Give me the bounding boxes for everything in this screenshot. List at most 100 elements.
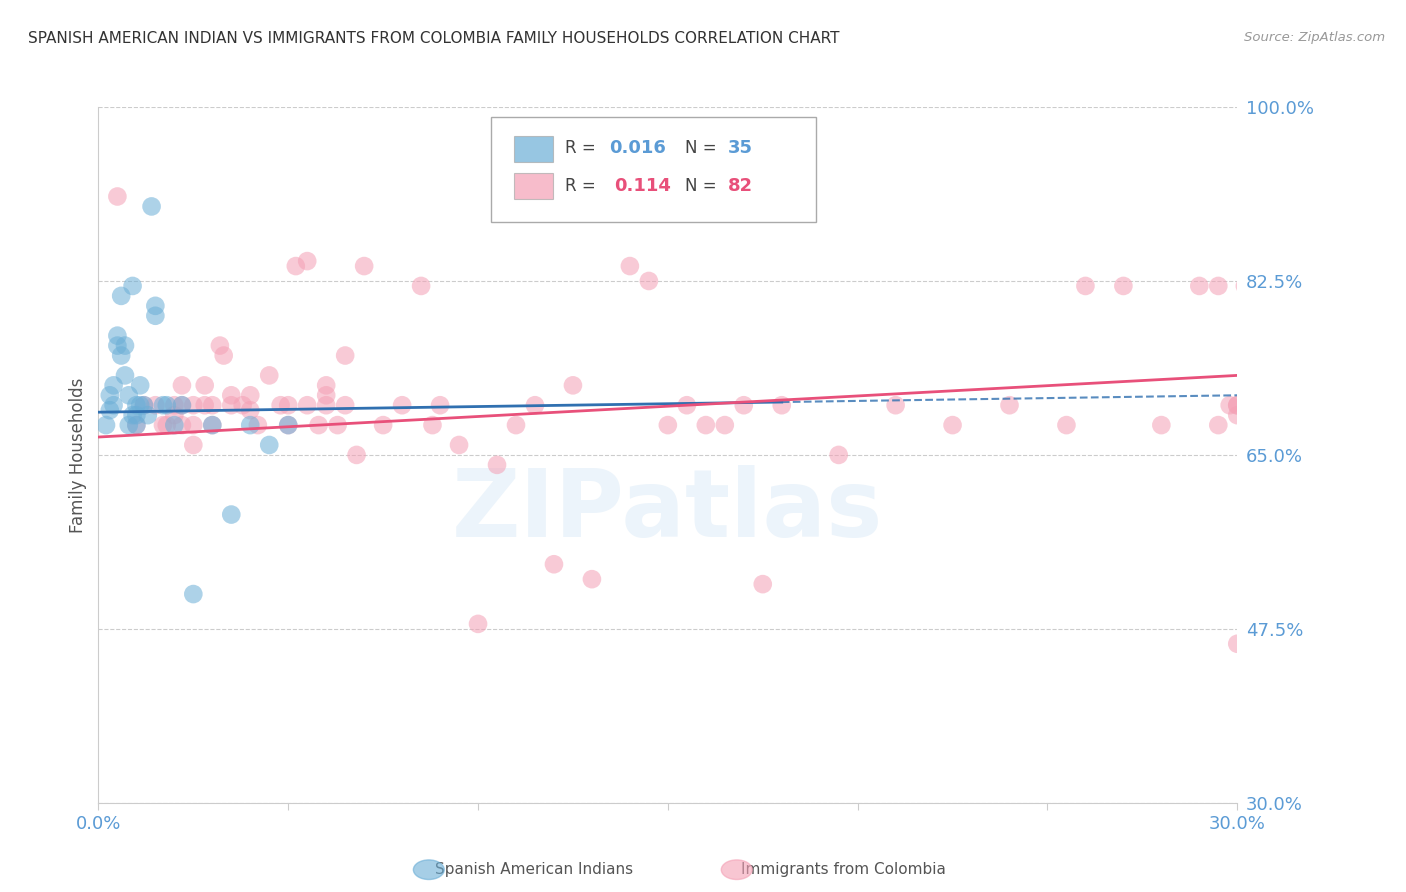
Point	[107, 189, 129, 203]
Point	[1226, 398, 1249, 412]
Point	[1226, 398, 1249, 412]
Text: 0.114: 0.114	[614, 177, 671, 194]
Y-axis label: Family Households: Family Households	[69, 377, 87, 533]
Point	[259, 438, 281, 452]
Point	[308, 418, 330, 433]
Text: N =: N =	[685, 139, 721, 157]
Point	[194, 378, 217, 392]
Point	[1226, 408, 1249, 422]
Text: R =: R =	[565, 177, 606, 194]
Point	[676, 398, 699, 412]
Point	[1112, 279, 1135, 293]
Point	[121, 279, 143, 293]
Point	[156, 418, 179, 433]
Point	[562, 378, 585, 392]
Point	[277, 418, 299, 433]
Point	[486, 458, 509, 472]
Point	[121, 408, 143, 422]
Point	[284, 259, 307, 273]
Point	[828, 448, 851, 462]
Point	[221, 388, 243, 402]
Point	[315, 388, 337, 402]
Point	[163, 408, 186, 422]
Point	[98, 388, 121, 402]
Text: Immigrants from Colombia: Immigrants from Colombia	[741, 863, 946, 877]
FancyBboxPatch shape	[515, 173, 553, 199]
Point	[297, 254, 319, 268]
Point	[270, 398, 292, 412]
Point	[297, 398, 319, 412]
Point	[132, 398, 155, 412]
Point	[581, 572, 603, 586]
Point	[422, 418, 444, 433]
Point	[110, 349, 132, 363]
Point	[619, 259, 641, 273]
Point	[125, 418, 148, 433]
Point	[998, 398, 1021, 412]
Point	[657, 418, 679, 433]
Point	[429, 398, 451, 412]
Point	[1219, 398, 1241, 412]
Point	[170, 398, 193, 412]
Point	[201, 418, 224, 433]
Point	[942, 418, 965, 433]
Point	[114, 338, 136, 352]
Text: 35: 35	[728, 139, 754, 157]
Point	[194, 398, 217, 412]
Point	[221, 508, 243, 522]
Point	[145, 299, 167, 313]
Point	[259, 368, 281, 383]
Point	[246, 418, 269, 433]
Text: Source: ZipAtlas.com: Source: ZipAtlas.com	[1244, 31, 1385, 45]
Point	[208, 338, 231, 352]
Point	[145, 309, 167, 323]
Point	[201, 398, 224, 412]
Point	[145, 398, 167, 412]
Point	[201, 418, 224, 433]
Point	[156, 398, 179, 412]
Point	[467, 616, 489, 631]
Point	[103, 398, 125, 412]
Point	[132, 398, 155, 412]
Point	[411, 279, 433, 293]
Text: N =: N =	[685, 177, 721, 194]
Point	[232, 398, 254, 412]
Point	[1150, 418, 1173, 433]
Point	[170, 378, 193, 392]
Text: ZIPatlas: ZIPatlas	[453, 465, 883, 557]
Point	[152, 418, 174, 433]
Point	[1208, 418, 1230, 433]
Point	[752, 577, 775, 591]
Point	[129, 398, 152, 412]
Text: Spanish American Indians: Spanish American Indians	[436, 863, 633, 877]
Point	[170, 398, 193, 412]
Point	[94, 418, 117, 433]
Point	[1056, 418, 1078, 433]
Point	[136, 408, 159, 422]
Point	[221, 398, 243, 412]
Point	[152, 398, 174, 412]
Point	[103, 378, 125, 392]
Point	[239, 418, 262, 433]
Point	[449, 438, 471, 452]
Point	[163, 418, 186, 433]
Point	[524, 398, 547, 412]
Point	[141, 199, 163, 213]
Point	[277, 398, 299, 412]
Point	[277, 418, 299, 433]
Point	[170, 418, 193, 433]
Point	[183, 438, 205, 452]
Point	[183, 587, 205, 601]
Point	[391, 398, 413, 412]
Point	[129, 378, 152, 392]
Point	[107, 328, 129, 343]
Point	[1208, 279, 1230, 293]
Text: 82: 82	[728, 177, 754, 194]
Point	[183, 398, 205, 412]
Point	[638, 274, 661, 288]
Point	[239, 403, 262, 417]
Point	[315, 398, 337, 412]
Point	[505, 418, 527, 433]
Point	[212, 349, 235, 363]
Point	[125, 398, 148, 412]
